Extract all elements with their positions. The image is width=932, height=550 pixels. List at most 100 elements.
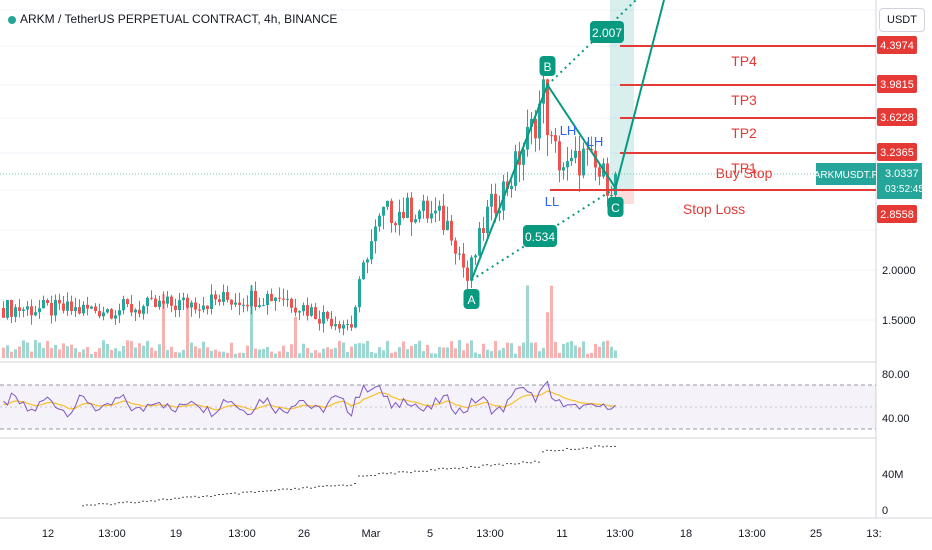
point-label-a: A xyxy=(467,293,475,307)
candle-body xyxy=(578,150,581,176)
volume-bar xyxy=(550,285,553,358)
volume-bar xyxy=(430,353,433,358)
volume-bar xyxy=(382,350,385,358)
volume-bar xyxy=(482,343,485,358)
volume-bar xyxy=(190,342,193,358)
volume-bar xyxy=(130,341,133,358)
candle-body xyxy=(414,219,417,223)
candle-body xyxy=(366,259,369,263)
candle-body xyxy=(62,303,65,311)
volume-bar xyxy=(306,347,309,358)
candle-body xyxy=(30,306,33,316)
volume-bar xyxy=(366,341,369,358)
candle-body xyxy=(542,79,545,104)
candle-body xyxy=(198,309,201,311)
status-dot xyxy=(8,15,16,24)
volume-bar xyxy=(274,353,277,358)
volume-bar xyxy=(598,346,601,358)
current-price-bg xyxy=(877,163,922,199)
candle-body xyxy=(370,241,373,260)
volume-bar xyxy=(286,351,289,358)
candle-body xyxy=(394,223,397,226)
candle-body xyxy=(186,297,189,308)
volume-bar xyxy=(554,341,557,358)
volume-bar xyxy=(414,343,417,358)
volume-bar xyxy=(518,346,521,358)
candle-body xyxy=(250,290,253,307)
rsi-ma-line xyxy=(3,390,616,411)
time-tick: 13:00 xyxy=(738,528,766,540)
symbol-tag-bg xyxy=(816,163,876,185)
level-label-buy-stop: Buy Stop xyxy=(716,165,773,181)
candle-body xyxy=(210,294,213,309)
candle-body xyxy=(334,324,337,327)
candle-body xyxy=(18,307,21,311)
candle-body xyxy=(402,211,405,218)
point-label-b: B xyxy=(543,60,551,74)
price-countdown: 03:52:45 xyxy=(885,184,924,195)
candle-body xyxy=(214,294,217,300)
point-label-b-bg xyxy=(539,56,556,76)
time-tick: 13:00 xyxy=(476,528,504,540)
candle-body xyxy=(166,296,169,304)
volume-bar xyxy=(14,349,17,358)
candle-body xyxy=(290,298,293,308)
volume-bar xyxy=(594,344,597,358)
point-label-a-bg xyxy=(463,289,480,309)
price-tick: 2.0000 xyxy=(882,265,916,277)
candle-body xyxy=(434,210,437,214)
volume-bar xyxy=(318,352,321,358)
candle-body xyxy=(438,205,441,211)
volume-bar xyxy=(314,350,317,358)
volume-bar xyxy=(370,351,373,358)
volume-bar xyxy=(42,347,45,358)
volume-bar xyxy=(502,347,505,358)
volume-bar xyxy=(142,345,145,358)
rsi-tick: 40.00 xyxy=(882,413,910,425)
level-label-tp2: TP2 xyxy=(731,125,757,141)
volume-bar xyxy=(490,351,493,358)
price-label-bg xyxy=(877,108,917,126)
volume-bar xyxy=(514,353,517,358)
volume-bar xyxy=(186,306,189,358)
volume-bar xyxy=(470,340,473,358)
candle-body xyxy=(606,163,609,196)
volume-bar xyxy=(278,351,281,358)
rsi-tick: 80.00 xyxy=(882,369,910,381)
candle-body xyxy=(354,307,357,328)
currency-button[interactable]: USDT xyxy=(879,8,925,32)
volume-bar xyxy=(70,344,73,358)
candle-body xyxy=(466,267,469,281)
level-label-tp1: TP1 xyxy=(731,160,757,176)
candle-body xyxy=(486,206,489,234)
rsi-line xyxy=(3,380,616,418)
volume-bar xyxy=(338,341,341,358)
candle-body xyxy=(494,193,497,214)
candle-body xyxy=(362,262,365,280)
candle-body xyxy=(298,311,301,313)
volume-bar xyxy=(422,351,425,358)
volume-bar xyxy=(458,340,461,358)
volume-bar xyxy=(406,349,409,358)
candle-body xyxy=(450,220,453,241)
volume-bar xyxy=(218,351,221,358)
candle-body xyxy=(86,304,89,309)
volume-bar xyxy=(110,350,113,358)
candle-body xyxy=(254,290,257,308)
volume-bar xyxy=(302,343,305,358)
volume-bar xyxy=(570,340,573,358)
volume-bar xyxy=(478,353,481,358)
volume-bar xyxy=(614,350,617,358)
level-label-tp4: TP4 xyxy=(731,53,757,69)
point-label-c-bg xyxy=(607,197,624,217)
volume-bar xyxy=(446,347,449,358)
volume-bar xyxy=(78,352,81,358)
volume-bar xyxy=(386,340,389,358)
price-label-bg xyxy=(877,36,917,54)
volume-bar xyxy=(194,346,197,358)
candle-body xyxy=(442,205,445,231)
time-tick: 13:00 xyxy=(98,528,126,540)
candle-body xyxy=(82,304,85,314)
volume-bar xyxy=(282,345,285,358)
